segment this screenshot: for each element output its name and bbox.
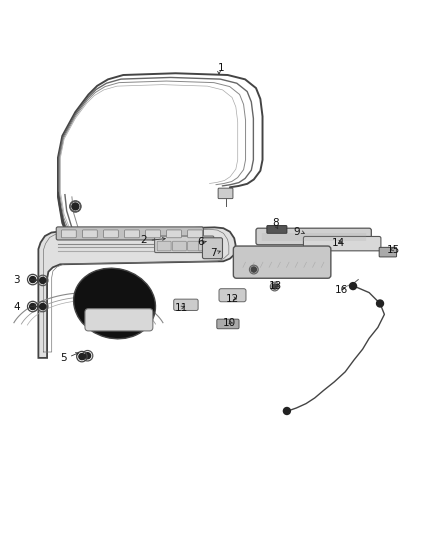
FancyBboxPatch shape <box>56 227 203 240</box>
Circle shape <box>79 353 85 360</box>
Circle shape <box>272 284 277 289</box>
FancyBboxPatch shape <box>304 237 381 251</box>
Circle shape <box>377 300 384 307</box>
Circle shape <box>72 204 78 209</box>
Polygon shape <box>39 228 236 358</box>
Text: 7: 7 <box>210 247 217 257</box>
Circle shape <box>283 408 290 415</box>
FancyBboxPatch shape <box>198 241 212 251</box>
Circle shape <box>72 203 79 210</box>
Circle shape <box>30 277 36 282</box>
Text: 13: 13 <box>268 281 282 291</box>
Text: 8: 8 <box>272 218 279 228</box>
FancyBboxPatch shape <box>103 230 118 238</box>
Circle shape <box>251 267 256 272</box>
Text: 16: 16 <box>334 285 348 295</box>
Text: 4: 4 <box>13 302 20 312</box>
FancyBboxPatch shape <box>166 230 181 238</box>
FancyBboxPatch shape <box>85 309 153 331</box>
Text: 2: 2 <box>141 236 147 245</box>
Text: 10: 10 <box>223 318 236 328</box>
Text: 11: 11 <box>175 303 188 313</box>
FancyBboxPatch shape <box>218 188 233 199</box>
FancyBboxPatch shape <box>217 319 239 329</box>
Text: 5: 5 <box>60 353 67 363</box>
Text: 14: 14 <box>332 238 346 247</box>
FancyBboxPatch shape <box>202 238 223 259</box>
FancyBboxPatch shape <box>157 241 171 251</box>
FancyBboxPatch shape <box>174 299 198 310</box>
FancyBboxPatch shape <box>267 225 287 233</box>
Circle shape <box>40 277 46 284</box>
FancyBboxPatch shape <box>145 230 160 238</box>
Text: 1: 1 <box>218 63 225 73</box>
FancyBboxPatch shape <box>124 230 139 238</box>
Text: 9: 9 <box>294 227 300 237</box>
FancyBboxPatch shape <box>379 247 396 257</box>
FancyBboxPatch shape <box>219 289 246 302</box>
Text: 15: 15 <box>387 245 400 255</box>
FancyBboxPatch shape <box>187 241 201 251</box>
Text: 6: 6 <box>197 237 204 247</box>
FancyBboxPatch shape <box>187 230 202 238</box>
Text: 12: 12 <box>226 294 239 304</box>
Circle shape <box>30 303 36 310</box>
Circle shape <box>350 282 357 289</box>
FancyBboxPatch shape <box>173 241 186 251</box>
FancyBboxPatch shape <box>82 230 97 238</box>
Circle shape <box>40 303 46 310</box>
Text: 3: 3 <box>13 274 20 285</box>
Ellipse shape <box>74 268 155 339</box>
FancyBboxPatch shape <box>155 236 214 253</box>
FancyBboxPatch shape <box>233 246 331 278</box>
FancyBboxPatch shape <box>61 230 76 238</box>
Circle shape <box>85 353 91 359</box>
FancyBboxPatch shape <box>256 228 371 245</box>
